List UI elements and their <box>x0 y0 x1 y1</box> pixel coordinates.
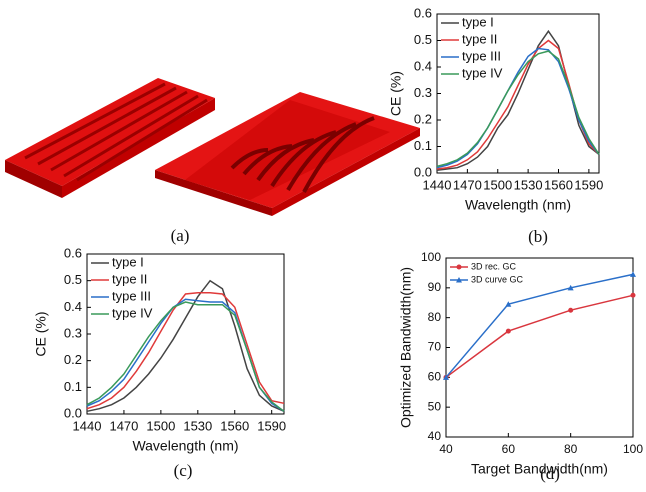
legend-label: 3D rec. GC <box>471 261 517 271</box>
y-tick-label: 0.6 <box>64 245 82 260</box>
legend-label: type III <box>462 48 501 63</box>
series-line <box>445 294 634 378</box>
x-tick-label: 1560 <box>544 177 573 192</box>
x-tick-label: 1590 <box>574 177 603 192</box>
legend-label: type II <box>112 271 147 286</box>
y-tick-label: 70 <box>428 340 442 354</box>
x-tick-label: 100 <box>623 442 643 456</box>
y-tick-label: 0.0 <box>414 164 432 179</box>
series-line <box>436 47 600 169</box>
legend-label: 3D curve GC <box>471 274 524 284</box>
x-tick-label: 1530 <box>514 177 543 192</box>
point <box>568 307 574 313</box>
x-tick-label: 1440 <box>73 418 102 433</box>
y-axis-title: CE (%) <box>388 71 404 116</box>
x-tick-label: 80 <box>564 442 578 456</box>
legend-label: type I <box>112 254 144 269</box>
x-tick-label: 1470 <box>109 418 138 433</box>
x-tick-label: 1530 <box>183 418 212 433</box>
x-tick-label: 1470 <box>453 177 482 192</box>
y-tick-label: 0.3 <box>64 325 82 340</box>
y-tick-label: 0.0 <box>64 405 82 420</box>
x-tick-label: 1440 <box>423 177 452 192</box>
y-axis-title: CE (%) <box>33 311 49 356</box>
y-tick-label: 0.5 <box>414 32 432 47</box>
legend-label: type I <box>462 14 494 29</box>
y-tick-label: 0.1 <box>64 379 82 394</box>
y-axis-title: Optimized Bandwidth(nm) <box>398 267 414 428</box>
point <box>505 301 512 307</box>
y-tick-label: 0.6 <box>414 5 432 20</box>
panel-caption: (c) <box>174 461 193 480</box>
x-axis-title: Wavelength (nm) <box>132 438 238 454</box>
y-tick-label: 100 <box>421 250 441 264</box>
legend-label: type IV <box>112 305 153 320</box>
y-tick-label: 0.2 <box>414 111 432 126</box>
y-tick-label: 40 <box>428 429 442 443</box>
series-line <box>436 50 600 168</box>
y-tick-label: 90 <box>428 280 442 294</box>
plot-frame <box>445 257 634 438</box>
y-tick-label: 80 <box>428 310 442 324</box>
x-axis-title: Wavelength (nm) <box>465 197 571 213</box>
y-tick-label: 0.5 <box>64 272 82 287</box>
point <box>567 284 574 291</box>
series-line <box>86 291 285 410</box>
y-tick-label: 0.4 <box>414 58 432 73</box>
x-tick-label: 1560 <box>220 418 249 433</box>
y-tick-label: 50 <box>428 399 442 413</box>
x-tick-label: 60 <box>502 442 516 456</box>
legend-marker <box>456 277 462 283</box>
panel-caption: (b) <box>528 227 548 246</box>
panel-caption: (a) <box>171 226 190 245</box>
y-tick-label: 0.2 <box>64 352 82 367</box>
x-tick-label: 1500 <box>483 177 512 192</box>
series-line <box>86 279 285 413</box>
x-tick-label: 1500 <box>146 418 175 433</box>
grating-render <box>5 78 420 216</box>
x-tick-label: 1590 <box>257 418 286 433</box>
point <box>630 292 636 298</box>
legend-marker <box>456 264 462 270</box>
point <box>443 374 449 380</box>
y-tick-label: 0.1 <box>414 138 432 153</box>
y-tick-label: 0.3 <box>414 85 432 100</box>
legend-label: type II <box>462 31 497 46</box>
legend-label: type III <box>112 288 151 303</box>
panel-caption: (d) <box>540 464 560 483</box>
series-line <box>86 301 285 412</box>
y-tick-label: 60 <box>428 370 442 384</box>
series-line <box>445 273 634 378</box>
x-axis-title: Target Bandwidth(nm) <box>471 461 608 477</box>
point <box>630 271 636 277</box>
point <box>505 328 511 334</box>
legend-label: type IV <box>462 65 503 80</box>
x-tick-label: 40 <box>439 442 453 456</box>
y-tick-label: 0.4 <box>64 299 82 314</box>
